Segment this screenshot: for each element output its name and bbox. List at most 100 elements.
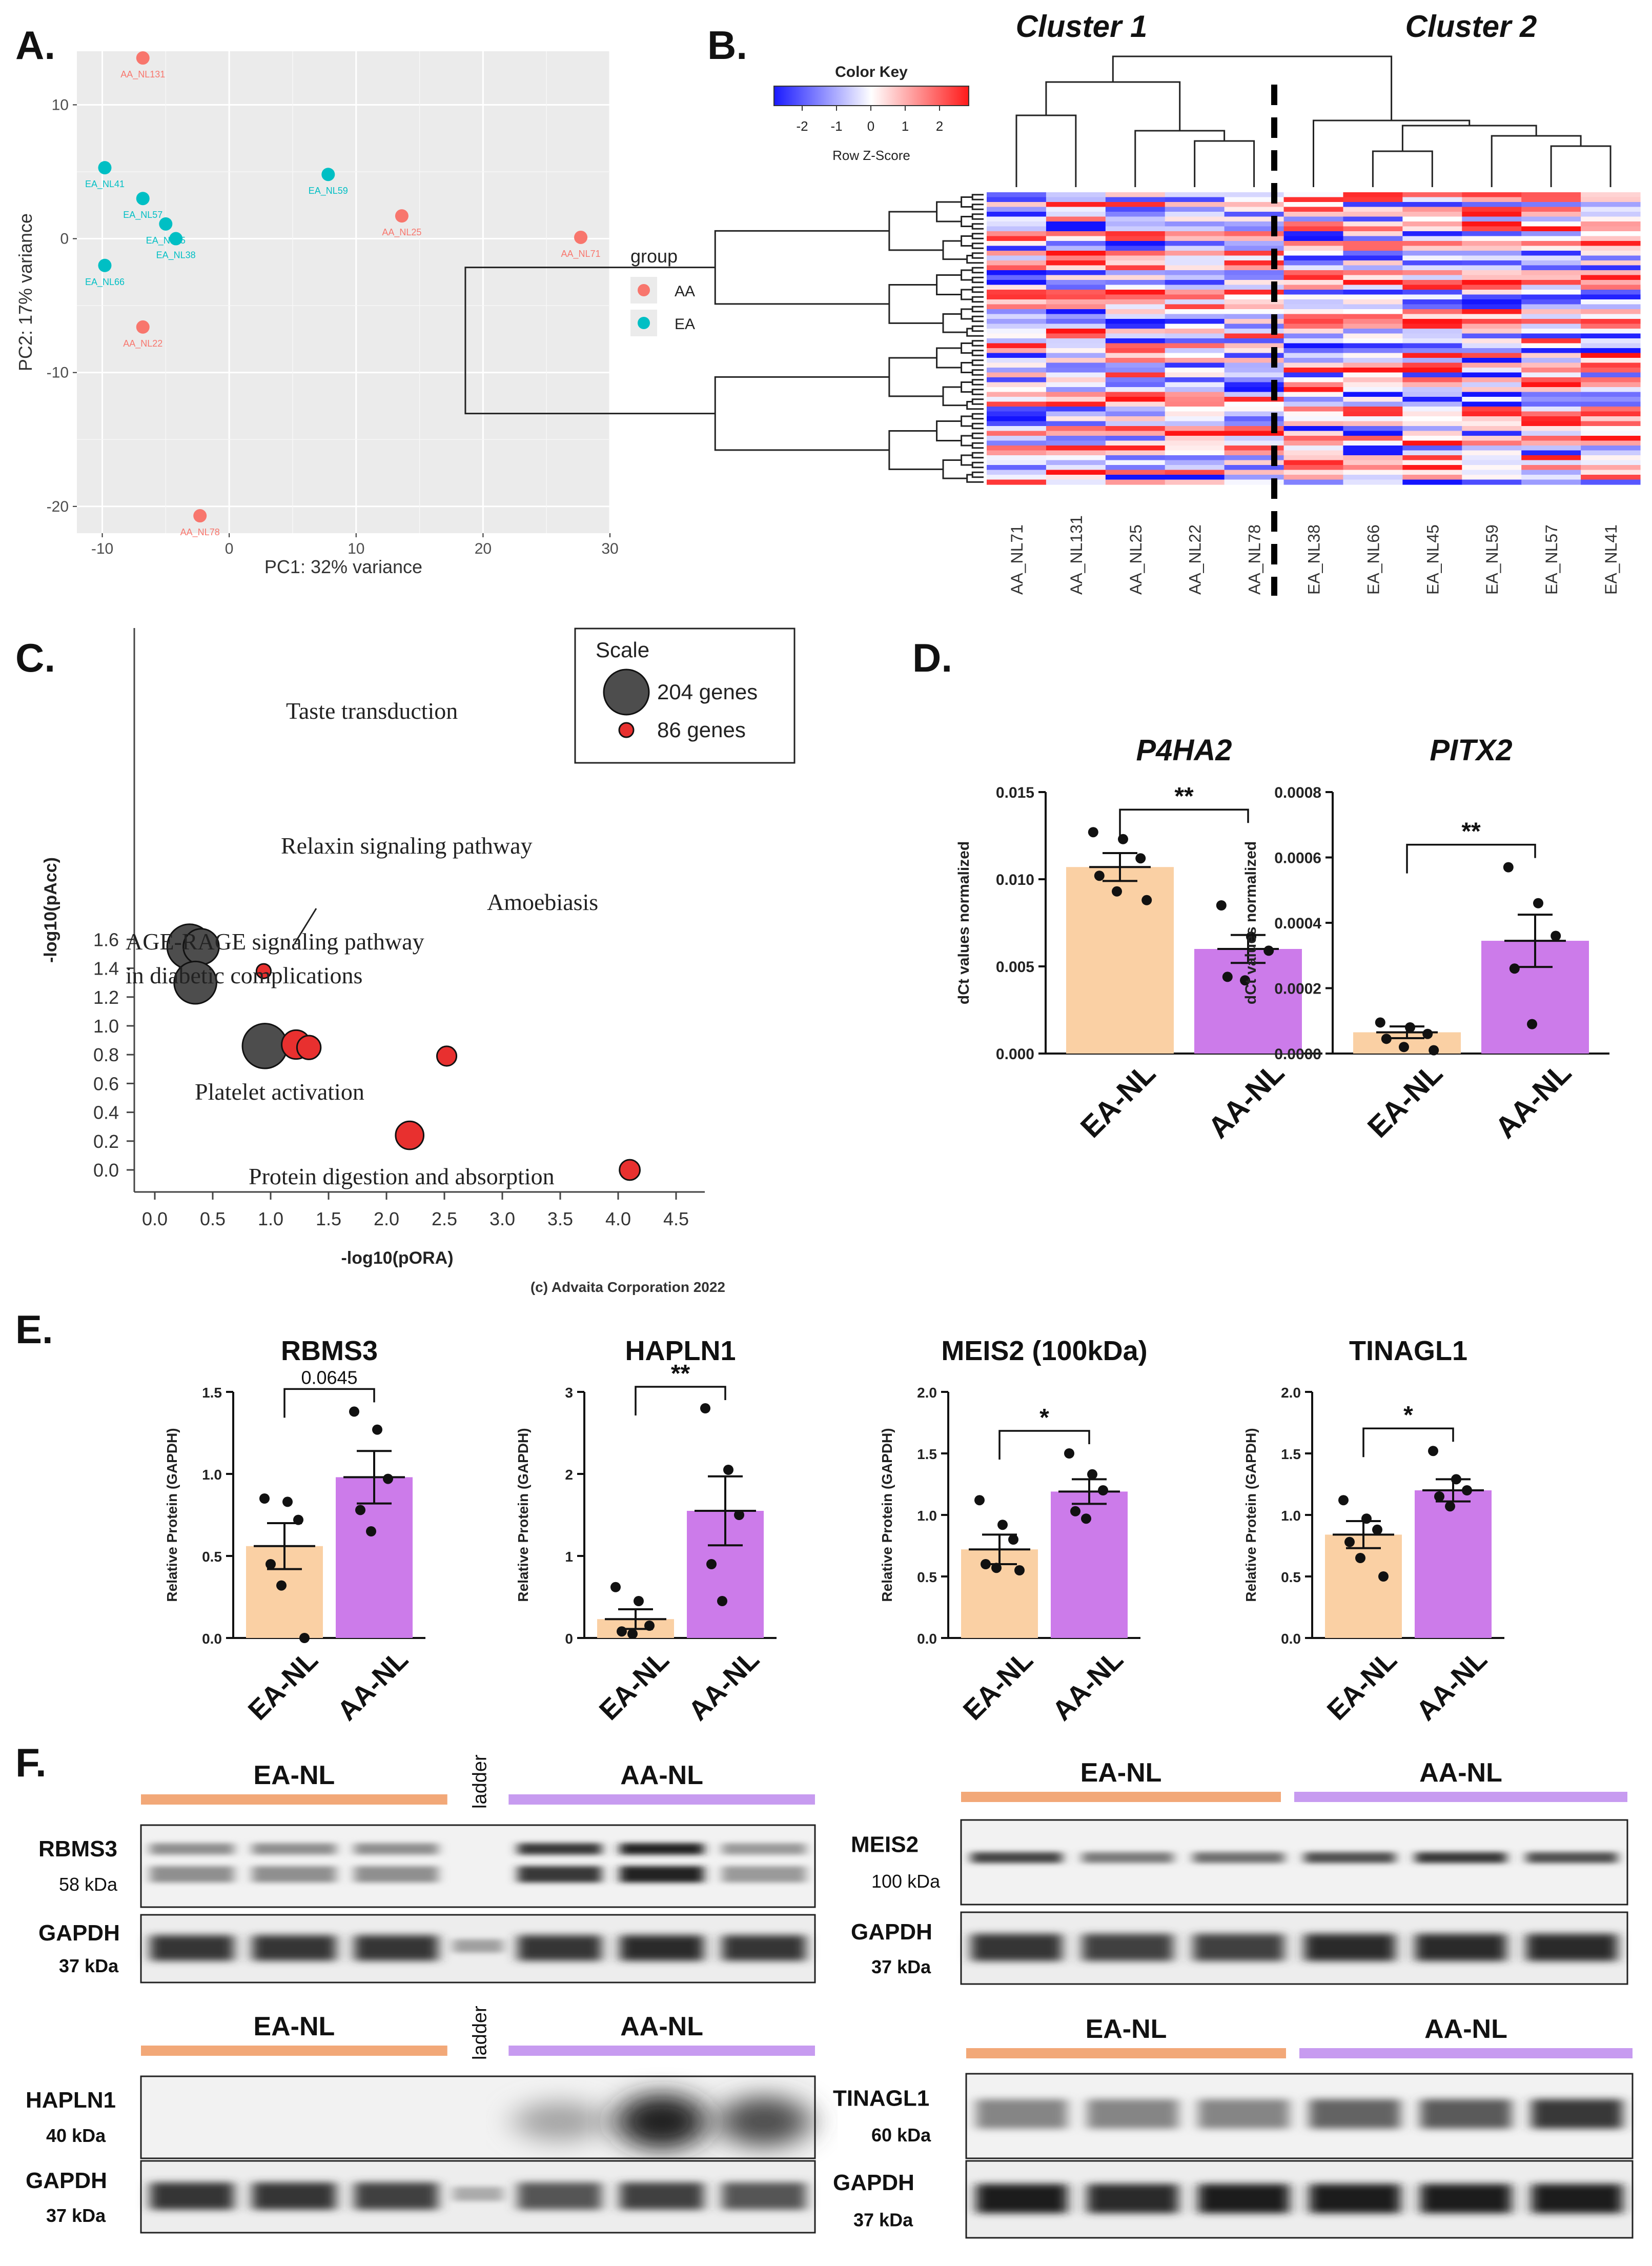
dendrogram-branch (971, 267, 984, 274)
heatmap-cell (1521, 372, 1581, 378)
bar-y-tick: 3 (565, 1385, 573, 1401)
panel-label-e: E. (15, 1307, 53, 1352)
data-point (997, 1520, 1008, 1530)
heatmap-cell (1581, 260, 1641, 266)
dendrogram-branch (971, 204, 984, 210)
dendrogram-branch (714, 230, 889, 305)
blot-band (722, 1843, 806, 1855)
heatmap-cell (1402, 260, 1462, 266)
bar-category-label: AA-NL (1488, 1056, 1578, 1145)
blot-band (722, 2182, 806, 2210)
heatmap-cell (1581, 407, 1641, 412)
blot-top-rbms3 (140, 1824, 816, 1908)
heatmap-cell (1581, 397, 1641, 402)
heatmap-cell (1105, 319, 1166, 325)
heatmap-cell (1224, 450, 1284, 456)
heatmap-cell (1046, 362, 1106, 368)
heatmap-cell (1581, 226, 1641, 232)
heatmap-cell (1521, 382, 1581, 388)
heatmap-cell (1165, 212, 1225, 217)
pca-point (98, 161, 112, 175)
heatmap-cell (1224, 216, 1284, 222)
heatmap-cell (987, 231, 1047, 237)
heatmap-cell (1046, 221, 1106, 227)
heatmap-cell (1462, 275, 1522, 280)
heatmap-cell (1462, 270, 1522, 276)
heatmap-cell (1343, 426, 1403, 432)
heatmap-cell (1165, 294, 1225, 300)
pca-point-label: AA_NL78 (180, 527, 220, 538)
bar-y-tick: 0.0008 (1274, 784, 1321, 801)
blot-band (976, 2099, 1068, 2129)
heatmap-cell (1105, 392, 1166, 397)
heatmap-cell (1521, 304, 1581, 310)
heatmap-cell (1283, 236, 1344, 241)
heatmap-cell (1462, 323, 1522, 329)
heatmap-cell (1283, 212, 1344, 217)
heatmap-cell (1343, 479, 1403, 485)
blot-band (150, 2182, 234, 2210)
heatmap-cell (1283, 377, 1344, 383)
aa-group-bar (1299, 2048, 1633, 2058)
heatmap-cell (1283, 475, 1344, 480)
heatmap-cell (1224, 460, 1284, 466)
heatmap-cell (1224, 294, 1284, 300)
dendrogram-branch (971, 452, 984, 459)
heatmap-column-label: EA_NL45 (1423, 524, 1442, 595)
data-point (627, 1629, 638, 1639)
heatmap-cell (1521, 202, 1581, 208)
heatmap-cell (987, 329, 1047, 334)
heatmap-cell (1105, 475, 1166, 480)
pathway-ticks: 0.0 0.5 1.0 1.5 2.0 2.5 3.0 3.5 4.0 4.5 0.0 0.2 0.4 0… (93, 929, 689, 1229)
heatmap-cell (1165, 192, 1225, 198)
pca-point (574, 230, 588, 244)
heatmap-cell (1402, 407, 1462, 412)
heatmap-cell (1343, 192, 1403, 198)
dendrogram-branch (942, 313, 967, 333)
heatmap-cell (1283, 470, 1344, 475)
pathway-x-tick: 0.5 (200, 1208, 226, 1229)
bar-category-label: AA-NL (332, 1644, 414, 1727)
data-point (1428, 1446, 1438, 1456)
bar-category-label: AA-NL (1411, 1644, 1493, 1727)
heatmap-cell (987, 226, 1047, 232)
panel-label-d: D. (912, 635, 952, 680)
heatmap-cell (1343, 260, 1403, 266)
data-point (266, 1559, 276, 1569)
heatmap-cell (1402, 343, 1462, 349)
heatmap-cell (1224, 275, 1284, 280)
heatmap-column-label: AA_NL131 (1067, 515, 1086, 595)
blot-band (1304, 1852, 1396, 1864)
blot-band (1198, 2184, 1290, 2213)
dendrogram-branch (971, 252, 984, 259)
heatmap-cell (1402, 416, 1462, 422)
dendrogram-branch (971, 379, 984, 386)
aa-group-bar (508, 2046, 815, 2056)
heatmap-cell (1105, 246, 1166, 251)
heatmap-cell (987, 265, 1047, 271)
blot-bottom-tinagl1 (965, 2160, 1634, 2239)
heatmap-cell (1224, 255, 1284, 261)
color-key-title: Color Key (835, 64, 908, 80)
heatmap-cell (1105, 192, 1166, 198)
heatmap-cell (1402, 411, 1462, 417)
heatmap-cell (1283, 397, 1344, 402)
heatmap-cell (1343, 368, 1403, 373)
heatmap-cell (1165, 387, 1225, 393)
heatmap-cell (1402, 455, 1462, 461)
heatmap-cell (1402, 275, 1462, 280)
heatmap-cell (1343, 270, 1403, 276)
significance-label: ** (1174, 783, 1194, 810)
heatmap-cell (1046, 421, 1106, 427)
heatmap-cell (1462, 202, 1522, 208)
heatmap-cell (1224, 392, 1284, 397)
heatmap-cell (1402, 285, 1462, 290)
heatmap-cell (1046, 333, 1106, 339)
heatmap-cell (1165, 426, 1225, 432)
heatmap-cell (1343, 226, 1403, 232)
heatmap-cell (1402, 362, 1462, 368)
heatmap-cell (1521, 421, 1581, 427)
pathway-point-significant (255, 963, 272, 979)
blot-gapdh-kda: 37 kDa (871, 1956, 931, 1977)
